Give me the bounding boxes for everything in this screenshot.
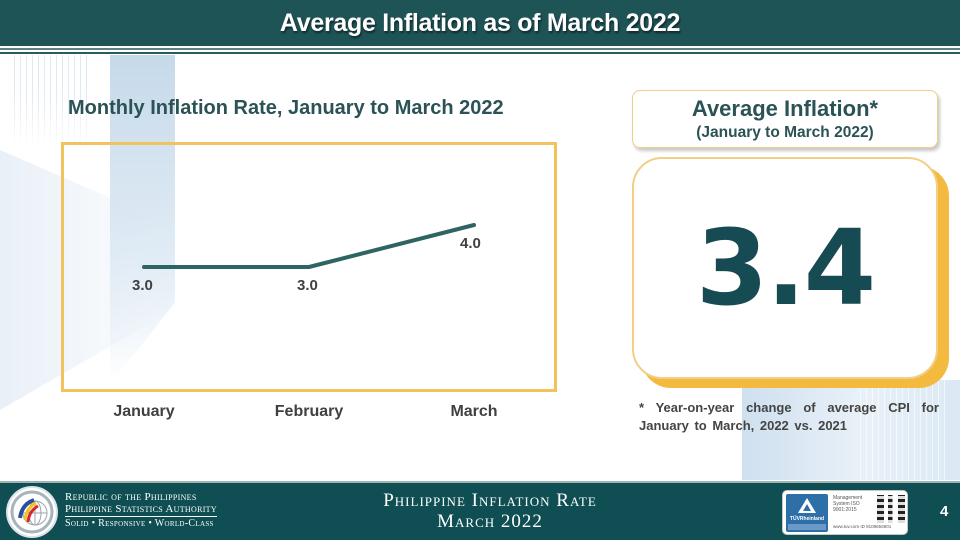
org-name: Philippine Statistics Authority: [65, 503, 217, 517]
footnote: * Year-on-year change of average CPI for…: [639, 400, 939, 433]
slide-header: Average Inflation as of March 2022: [0, 0, 960, 46]
background-stripes: [860, 380, 950, 480]
certification-id: www.tuv.com ID 9108656901: [833, 524, 892, 529]
average-inflation-card: 3.4: [632, 157, 938, 379]
psa-logo-icon: [6, 486, 58, 538]
data-label-march: 4.0: [460, 235, 481, 252]
slide-footer: Republic of the Philippines Philippine S…: [0, 483, 960, 540]
qr-code-icon: [877, 495, 905, 523]
inflation-line: [142, 223, 476, 269]
average-inflation-header: Average Inflation* (January to March 202…: [632, 90, 938, 148]
globe-icon: [10, 490, 54, 534]
page-number: 4: [940, 503, 949, 520]
average-inflation-period: (January to March 2022): [696, 124, 874, 141]
iso-certification-text: Management System ISO 9001:2015: [833, 495, 863, 513]
chart-frame: [61, 142, 557, 392]
iso-certification-badge: TÜVRheinland Management System ISO 9001:…: [782, 490, 908, 535]
tuv-logo-icon: TÜVRheinland: [786, 494, 828, 532]
x-axis-label-march: March: [450, 403, 498, 420]
average-inflation-title: Average Inflation*: [691, 96, 879, 121]
x-axis-label-february: February: [274, 403, 344, 420]
org-country: Republic of the Philippines: [65, 491, 197, 503]
org-tagline: Solid • Responsive • World-Class: [65, 518, 214, 529]
x-axis-label-january: January: [113, 403, 175, 420]
average-inflation-value: 3.4: [695, 207, 876, 329]
header-divider: [0, 48, 960, 50]
report-title-block: Philippine Inflation Rate March 2022: [330, 490, 650, 532]
data-label-january: 3.0: [132, 277, 153, 294]
data-label-february: 3.0: [297, 277, 318, 294]
chart-title: Monthly Inflation Rate, January to March…: [68, 97, 504, 119]
footer-divider: [0, 481, 960, 483]
report-period: March 2022: [437, 511, 543, 532]
background-stripes: [14, 55, 89, 150]
psa-org-block: Republic of the Philippines Philippine S…: [65, 491, 217, 531]
header-divider: [0, 52, 960, 54]
report-title: Philippine Inflation Rate: [383, 490, 597, 511]
slide-title: Average Inflation as of March 2022: [279, 8, 681, 37]
